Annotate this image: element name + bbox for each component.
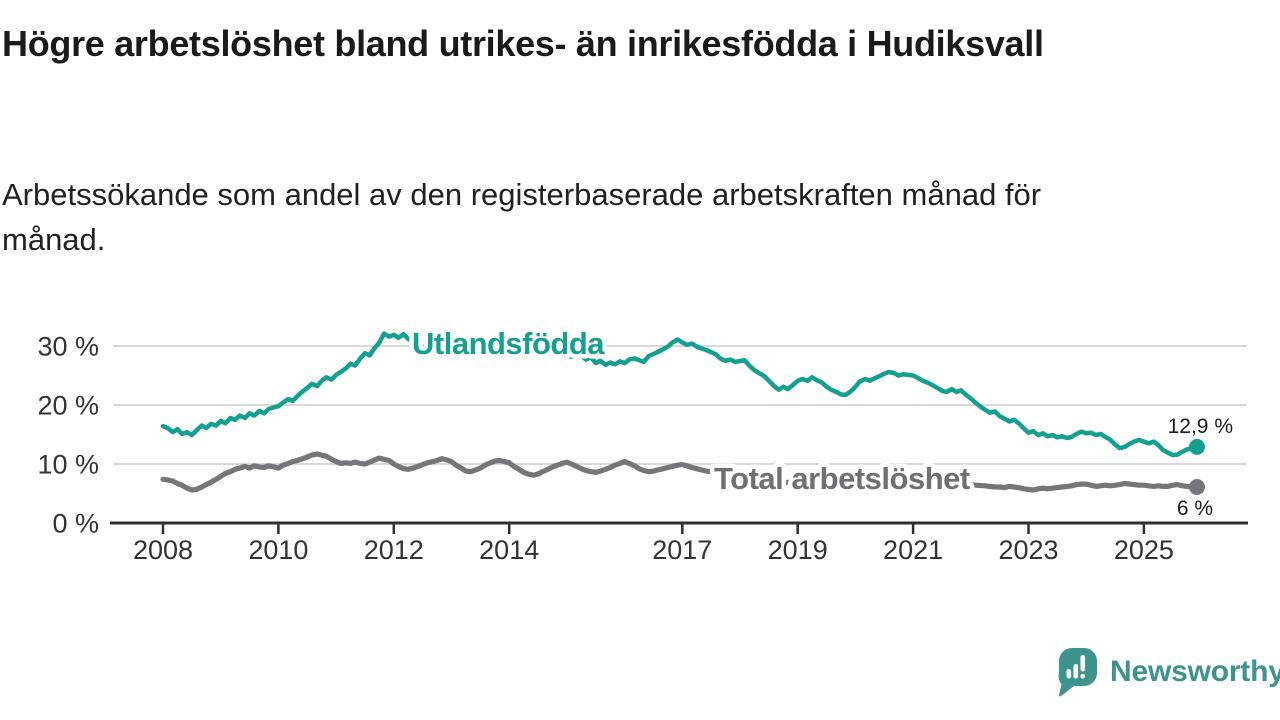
series-label-utlandsfodda: Utlandsfödda [412, 326, 605, 361]
logo-exclamation-bar [1080, 655, 1086, 672]
x-tick-label-2023: 2023 [998, 535, 1058, 565]
x-tick-label-2025: 2025 [1114, 535, 1174, 565]
newsworthy-wordmark: Newsworthy [1110, 655, 1280, 688]
end-value-label-total: 6 % [1177, 497, 1213, 520]
end-dot-total [1189, 479, 1205, 495]
y-tick-label-0: 0 % [52, 509, 99, 539]
y-tick-label-20: 20 % [37, 391, 99, 421]
x-tick-label-2019: 2019 [768, 535, 828, 565]
logo-bar-1 [1066, 669, 1072, 679]
newsworthy-logo-icon [1058, 648, 1097, 697]
logo-exclamation-dot [1080, 673, 1086, 679]
y-tick-label-30: 30 % [37, 332, 99, 362]
x-tick-label-2014: 2014 [479, 535, 539, 565]
x-tick-label-2021: 2021 [883, 535, 943, 565]
utlandsfodda-line [160, 331, 1200, 458]
x-tick-label-2008: 2008 [133, 535, 193, 565]
total-line [160, 451, 1200, 493]
newsworthy-logo[interactable]: Newsworthy [1056, 646, 1280, 698]
end-value-label-utlandsfodda: 12,9 % [1168, 415, 1233, 438]
y-tick-label-10: 10 % [37, 450, 99, 480]
end-dot-utlandsfodda [1189, 438, 1205, 455]
series-label-total: Total arbetslöshet [714, 461, 970, 496]
chart-subtitle: Arbetssökande som andel av den registerb… [2, 177, 1042, 257]
page-title: Högre arbetslöshet bland utrikes- än inr… [2, 23, 1044, 64]
x-tick-label-2017: 2017 [652, 535, 712, 565]
x-tick-label-2010: 2010 [248, 535, 308, 565]
logo-bar-2 [1073, 664, 1079, 679]
x-tick-label-2012: 2012 [364, 535, 424, 565]
